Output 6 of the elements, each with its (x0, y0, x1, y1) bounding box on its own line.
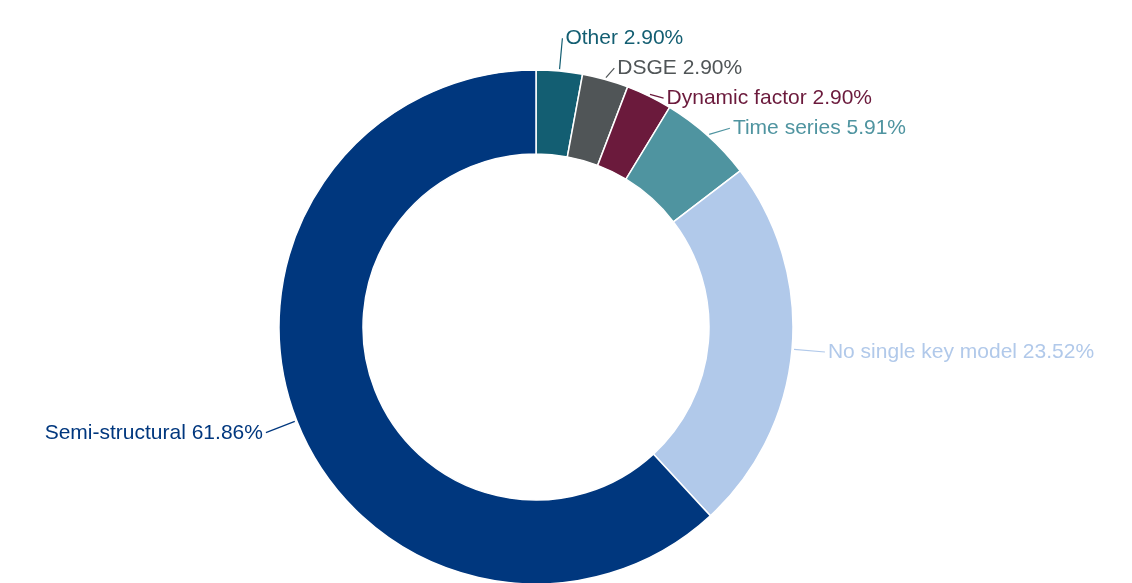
slice-label: Other 2.90% (565, 25, 684, 49)
slice-label: No single key model 23.52% (827, 338, 1095, 362)
slice-label: Dynamic factor 2.90% (666, 85, 873, 109)
slice-label: Time series 5.91% (732, 115, 907, 139)
slice-label: Semi-structural 61.86% (44, 419, 263, 443)
slice-label: DSGE 2.90% (617, 55, 743, 79)
